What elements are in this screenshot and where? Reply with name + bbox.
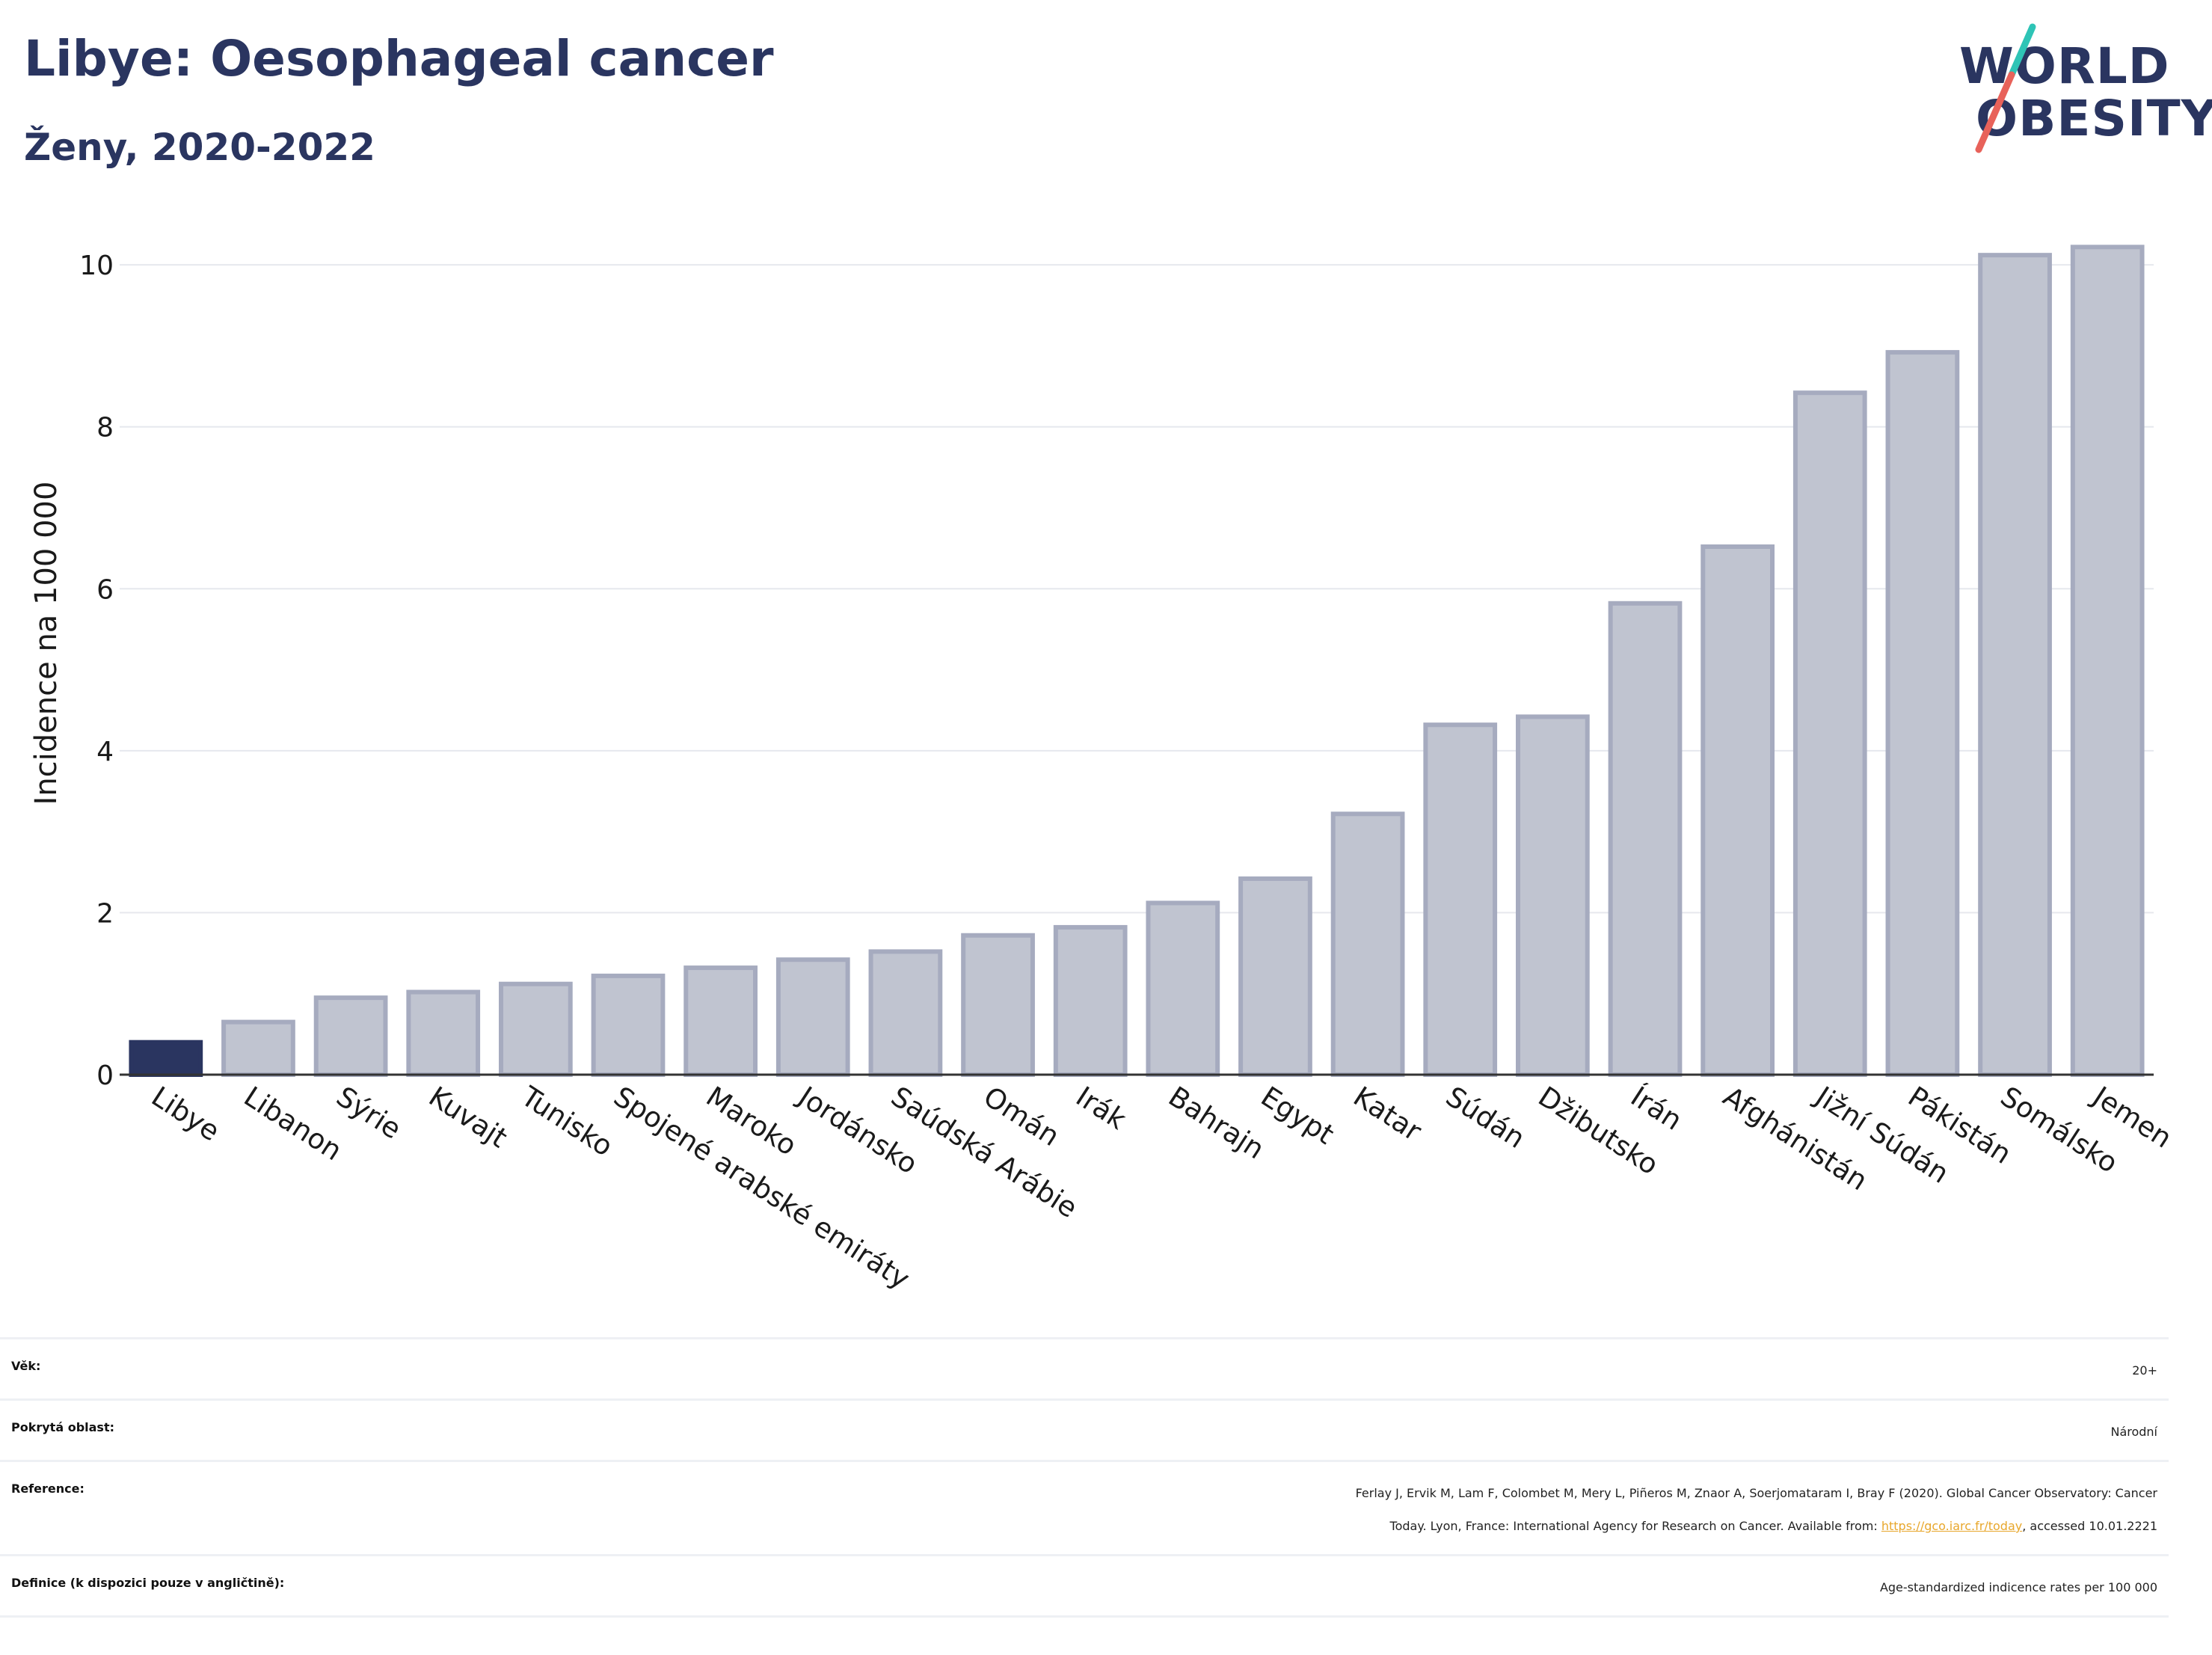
x-tick-label: Írán (1625, 1080, 1689, 1137)
info-row-age: Věk: 20+ (0, 1337, 2169, 1378)
bar (775, 957, 850, 1077)
definition-value: Age-standardized indicence rates per 100… (1879, 1580, 2157, 1594)
bar (1978, 253, 2052, 1077)
bar (1146, 900, 1220, 1078)
reference-line1: Ferlay J, Ervik M, Lam F, Colombet M, Me… (1355, 1486, 2157, 1500)
bar (868, 949, 943, 1078)
bar (1516, 714, 1590, 1077)
reference-line2-pre: Today. Lyon, France: International Agenc… (1389, 1519, 1881, 1533)
bar (1423, 722, 1498, 1077)
x-tick-label: Súdán (1440, 1080, 1531, 1155)
bar (1885, 350, 1960, 1077)
bar (313, 995, 388, 1077)
x-tick-label: Tunisko (515, 1080, 618, 1163)
bar (1330, 811, 1405, 1077)
bar (1608, 601, 1683, 1077)
definition-label: Definice (k dispozici pouze v angličtině… (11, 1576, 285, 1590)
reference-link[interactable]: https://gco.iarc.fr/today (1881, 1519, 2023, 1533)
age-value: 20+ (2132, 1363, 2157, 1378)
info-row-definition: Definice (k dispozici pouze v angličtině… (0, 1554, 2169, 1594)
x-tick-label: Kuvajt (423, 1080, 513, 1154)
bar (221, 1019, 295, 1077)
logo-line1: WORLD (1959, 37, 2170, 95)
age-label: Věk: (11, 1359, 41, 1373)
info-bottom-rule (0, 1615, 2169, 1618)
y-tick-label: 2 (96, 898, 114, 929)
page-title: Libye: Oesophageal cancer (24, 30, 774, 87)
bar (2070, 245, 2145, 1078)
y-tick-label: 10 (79, 251, 114, 281)
x-tick-label: Bahrajn (1163, 1080, 1270, 1165)
coverage-value: Národní (2110, 1425, 2157, 1439)
info-row-coverage: Pokrytá oblast: Národní (0, 1398, 2169, 1439)
bar (1701, 544, 1775, 1077)
logo-accent-icon (1975, 23, 2036, 153)
coverage-label: Pokrytá oblast: (11, 1420, 114, 1434)
bar (1053, 924, 1128, 1078)
x-tick-label: Irák (1070, 1080, 1132, 1136)
reference-label: Reference: (11, 1481, 85, 1496)
reference-value: Ferlay J, Ervik M, Lam F, Colombet M, Me… (437, 1477, 2157, 1543)
bar (129, 1040, 203, 1077)
y-tick-label: 0 (96, 1060, 114, 1091)
bar (961, 933, 1035, 1077)
bar (591, 973, 666, 1078)
x-tick-label: Libanon (239, 1080, 348, 1167)
reference-line2: Today. Lyon, France: International Agenc… (437, 1510, 2157, 1543)
y-tick-label: 8 (96, 413, 114, 443)
bar (1238, 876, 1312, 1078)
y-tick-label: 6 (96, 574, 114, 605)
page-subtitle: Ženy, 2020-2022 (24, 126, 375, 169)
info-row-reference: Reference: Ferlay J, Ervik M, Lam F, Col… (0, 1460, 2169, 1533)
bar (683, 965, 758, 1078)
reference-line2-post: , accessed 10.01.2221 (2022, 1519, 2157, 1533)
x-tick-label: Katar (1348, 1080, 1428, 1147)
bar (499, 981, 573, 1077)
x-tick-label: Libye (146, 1080, 225, 1147)
bar (406, 989, 481, 1078)
y-tick-label: 4 (96, 737, 114, 767)
world-obesity-logo: WORLD OBESITY (1944, 22, 2212, 157)
bar (1792, 390, 1867, 1077)
logo-line2: OBESITY (1976, 90, 2212, 147)
